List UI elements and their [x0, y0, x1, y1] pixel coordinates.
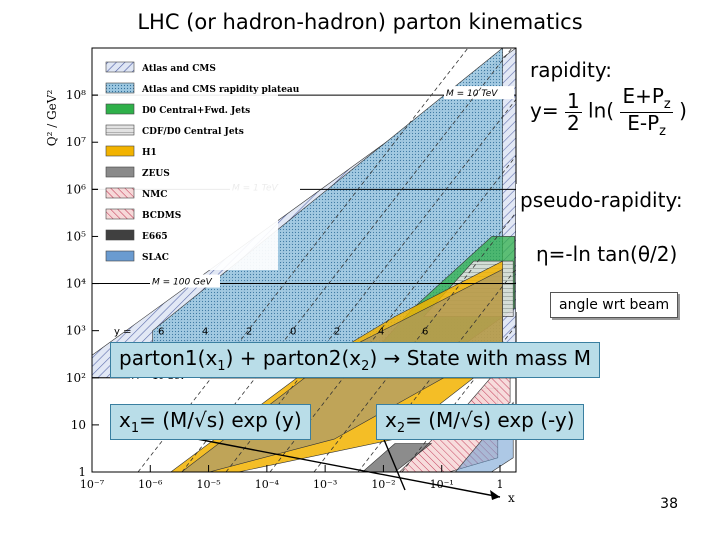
legend-swatch	[105, 208, 135, 220]
legend-label: H1	[142, 148, 157, 158]
half-fraction: 1 2	[564, 88, 582, 135]
mass-label-bg	[150, 274, 220, 288]
mass-label-bg	[444, 86, 514, 100]
x2-expr: = (M/√s) exp (-y)	[405, 408, 575, 432]
rapidity-label: 4	[202, 327, 208, 338]
x1-var: x	[119, 408, 131, 432]
x2-var: x	[385, 408, 397, 432]
legend-label: D0 Central+Fwd. Jets	[142, 106, 250, 116]
rapidity-label: rapidity:	[530, 58, 612, 82]
x-tick-label: 10⁻²	[371, 478, 395, 491]
pseudo-rapidity-box: pseudo-rapidity: η=-ln tan(θ/2)	[516, 184, 710, 312]
x-tick-label: 10⁻⁴	[255, 478, 280, 491]
x-tick-label: 10⁻⁶	[138, 478, 163, 491]
parton-relation-a: parton1(x	[119, 346, 218, 370]
x1-expr: = (M/√s) exp (y)	[139, 408, 302, 432]
x-tick-label: 10⁻⁷	[80, 478, 105, 491]
rapidity-line	[269, 155, 516, 472]
legend-swatch	[105, 229, 135, 241]
y-tick-label: 10³	[66, 324, 86, 338]
rapidity-lhs: y=	[530, 98, 559, 123]
legend-swatch	[105, 61, 135, 73]
legend-swatch	[105, 103, 135, 115]
legend-label: SLAC	[142, 253, 169, 263]
y-tick-label: 1	[78, 465, 86, 479]
numerator-text: E+P	[622, 84, 664, 108]
legend-swatch	[105, 187, 135, 199]
region-e665	[361, 443, 433, 472]
energy-denominator: E+PE-Pz	[620, 110, 672, 139]
slide-title: LHC (or hadron-hadron) parton kinematics	[137, 10, 583, 34]
x1-arrow	[149, 429, 501, 498]
numerator-sub: z	[663, 97, 671, 112]
arrow-group	[149, 429, 501, 500]
legend-label: CDF/D0 Central Jets	[142, 127, 244, 137]
x2-arrow	[379, 429, 406, 491]
x-tick-label: 10⁻³	[313, 478, 337, 491]
legend-label: NMC	[142, 190, 167, 200]
x2-sub: 2	[396, 421, 406, 436]
y-tick-label: 10	[71, 418, 86, 432]
rapidity-line	[313, 211, 516, 472]
half-numerator: 1	[564, 88, 582, 113]
x-tick-label: 10⁻⁵	[196, 478, 220, 491]
pseudo-rapidity-formula: η=-ln tan(θ/2)	[536, 242, 678, 266]
rapidity-close: )	[679, 98, 687, 123]
y-tick-label: 10⁸	[66, 88, 86, 102]
denominator-text: E-P	[627, 110, 660, 135]
energy-numerator: E+Pz	[620, 84, 673, 113]
y-tick-label: 10²	[66, 371, 86, 385]
legend-swatch	[105, 250, 135, 262]
parton-relation: parton1(x1) + parton2(x2) → State with m…	[110, 342, 600, 378]
legend-label: BCDMS	[142, 211, 181, 221]
energy-fraction: E+Pz E+PE-Pz	[620, 84, 673, 139]
legend-swatch	[105, 166, 135, 178]
y-tick-label: 10⁴	[66, 277, 86, 291]
rapidity-ln: ln(	[588, 98, 615, 123]
x-tick-label: 1	[497, 478, 504, 491]
rapidity-label: 0	[290, 327, 296, 338]
rapidity-label: 6	[422, 327, 428, 338]
x-axis-label: x	[508, 491, 515, 505]
rapidity-label: 2	[334, 327, 340, 338]
y-tick-label: 10⁶	[66, 182, 86, 196]
rapidity-label: 2	[246, 327, 252, 338]
x-tick-label: 10⁻¹	[430, 478, 454, 491]
rapidity-formula: y= 1 2 ln( E+Pz E+PE-Pz )	[530, 86, 702, 138]
legend-label: ZEUS	[142, 169, 170, 179]
legend-swatch	[105, 145, 135, 157]
legend-label: Atlas and CMS rapidity plateau	[141, 85, 300, 95]
rapidity-label: 6	[158, 327, 164, 338]
x1-formula: x1= (M/√s) exp (y)	[110, 404, 311, 440]
parton-sub-2: 2	[361, 359, 370, 374]
arrow-head	[490, 490, 500, 500]
parton-sub-1: 1	[217, 359, 226, 374]
parton-relation-b: ) + parton2(x	[225, 346, 362, 370]
rapidity-line	[137, 48, 469, 472]
denominator-sub: z	[659, 123, 666, 139]
angle-note: angle wrt beam	[550, 292, 679, 318]
rapidity-line	[225, 98, 516, 472]
half-denominator: 2	[566, 110, 580, 135]
page-number: 38	[660, 496, 678, 512]
rapidity-label: 4	[378, 327, 384, 338]
mass-label: M = 10 TeV	[446, 89, 498, 99]
x2-formula: x2= (M/√s) exp (-y)	[376, 404, 584, 440]
rapidity-line	[181, 48, 513, 472]
y-tick-label: 10⁵	[66, 229, 86, 243]
y-axis-label: Q² / GeV²	[45, 90, 59, 147]
x1-sub: 1	[130, 421, 140, 436]
mass-label: M = 100 GeV	[152, 278, 213, 288]
legend-label: E665	[142, 232, 168, 242]
y-tick-label: 10⁷	[66, 135, 86, 149]
legend-swatch	[105, 124, 135, 136]
legend-label: Atlas and CMS	[141, 64, 216, 74]
parton-relation-c: ) → State with mass M	[369, 346, 591, 370]
rapidity-label: y =	[114, 327, 131, 338]
rapidity-box: rapidity: y= 1 2 ln( E+Pz E+PE-Pz )	[522, 54, 710, 182]
legend-swatch	[105, 82, 135, 94]
pseudo-rapidity-label: pseudo-rapidity:	[520, 188, 683, 212]
